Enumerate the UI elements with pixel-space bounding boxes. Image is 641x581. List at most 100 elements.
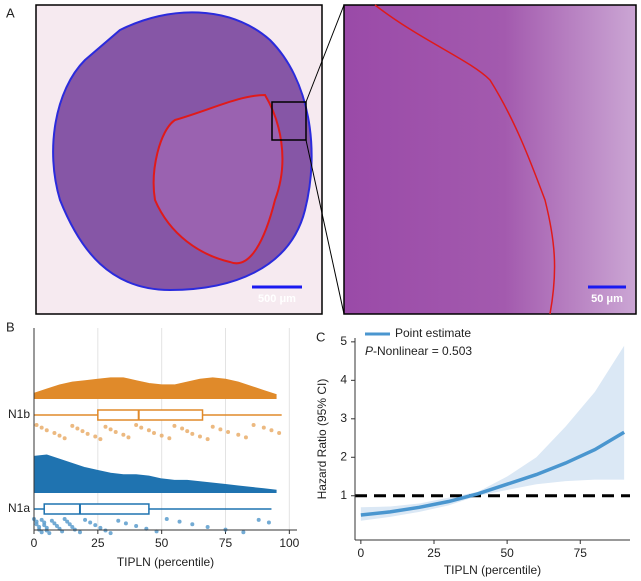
point — [62, 436, 67, 441]
x-tick-label: 50 — [155, 536, 169, 550]
point — [34, 522, 39, 527]
box — [97, 409, 204, 421]
point — [167, 436, 172, 441]
panel-label: B — [6, 319, 15, 334]
scale-bar-label: 50 μm — [591, 293, 623, 305]
y-axis-title: Hazard Ratio (95% CI) — [315, 379, 329, 500]
point — [205, 437, 210, 442]
point — [146, 428, 151, 433]
point — [218, 427, 223, 432]
x-tick-label: 25 — [91, 536, 105, 550]
point — [277, 430, 282, 435]
point — [121, 432, 126, 437]
point — [123, 521, 128, 526]
annotation-italic: P — [365, 344, 373, 358]
annotation: P-Nonlinear = 0.503 — [365, 344, 472, 358]
scale-bar-label: 500 μm — [258, 293, 296, 305]
point — [243, 435, 248, 440]
point — [180, 426, 185, 431]
point — [108, 531, 113, 536]
point — [164, 517, 169, 521]
histology-zoom — [343, 4, 637, 315]
point — [126, 435, 131, 440]
legend-label: Point estimate — [395, 326, 471, 340]
point — [62, 517, 67, 521]
point — [75, 426, 80, 431]
point — [134, 423, 139, 427]
category-label: N1b — [8, 407, 30, 421]
x-tick-label: 75 — [574, 546, 588, 560]
y-tick-label: 1 — [340, 488, 347, 502]
point — [185, 429, 190, 434]
point — [108, 427, 113, 432]
x-axis-title: TIPLN (percentile) — [117, 555, 214, 569]
point — [85, 431, 90, 436]
point — [65, 519, 70, 524]
point — [159, 433, 164, 438]
point — [152, 430, 157, 435]
point — [39, 425, 44, 430]
point — [80, 429, 85, 434]
x-tick-label: 0 — [31, 536, 38, 550]
annotation-text: -Nonlinear = 0.503 — [373, 344, 472, 358]
point — [70, 423, 75, 428]
point — [98, 525, 103, 530]
point — [49, 518, 54, 523]
x-tick-label: 100 — [279, 536, 299, 550]
point — [52, 430, 57, 435]
point — [67, 522, 72, 527]
point — [197, 434, 202, 439]
point — [39, 530, 44, 535]
point — [57, 433, 62, 438]
point — [103, 424, 108, 429]
histology-overview — [35, 4, 345, 315]
point — [70, 524, 75, 529]
point — [205, 524, 210, 529]
point — [116, 518, 121, 523]
point — [77, 530, 82, 535]
x-tick-label: 25 — [427, 546, 441, 560]
ci-band — [360, 345, 625, 521]
point — [93, 434, 98, 439]
point — [266, 520, 271, 525]
x-tick-label: 0 — [358, 546, 365, 560]
x-axis-title: TIPLN (percentile) — [444, 563, 541, 577]
x-tick-label: 50 — [500, 546, 514, 560]
point — [172, 423, 177, 428]
point — [241, 530, 246, 535]
point — [93, 523, 98, 528]
y-tick-label: 2 — [340, 449, 347, 463]
panel-label: C — [316, 329, 325, 344]
y-tick-label: 5 — [340, 334, 347, 348]
line — [360, 430, 626, 517]
point — [88, 520, 93, 525]
point — [261, 425, 266, 430]
category-label: N1a — [8, 501, 30, 515]
point — [251, 423, 256, 427]
point — [52, 521, 57, 526]
point — [39, 517, 44, 522]
point — [269, 428, 274, 433]
y-tick-label: 4 — [340, 372, 347, 386]
point — [134, 524, 139, 529]
point — [44, 428, 49, 433]
density-area — [34, 455, 277, 493]
point — [236, 432, 241, 437]
point — [177, 519, 182, 524]
x-tick-label: 75 — [219, 536, 233, 550]
point — [47, 531, 52, 536]
point — [190, 522, 195, 527]
point — [83, 517, 88, 522]
point — [98, 437, 103, 442]
point — [34, 423, 39, 427]
point — [139, 425, 144, 430]
point — [190, 431, 195, 436]
y-tick-label: 3 — [340, 411, 347, 425]
point — [42, 523, 47, 528]
panel-label: A — [6, 5, 15, 20]
point — [256, 517, 261, 522]
density-area — [34, 377, 277, 399]
point — [210, 424, 215, 429]
point — [54, 524, 59, 529]
